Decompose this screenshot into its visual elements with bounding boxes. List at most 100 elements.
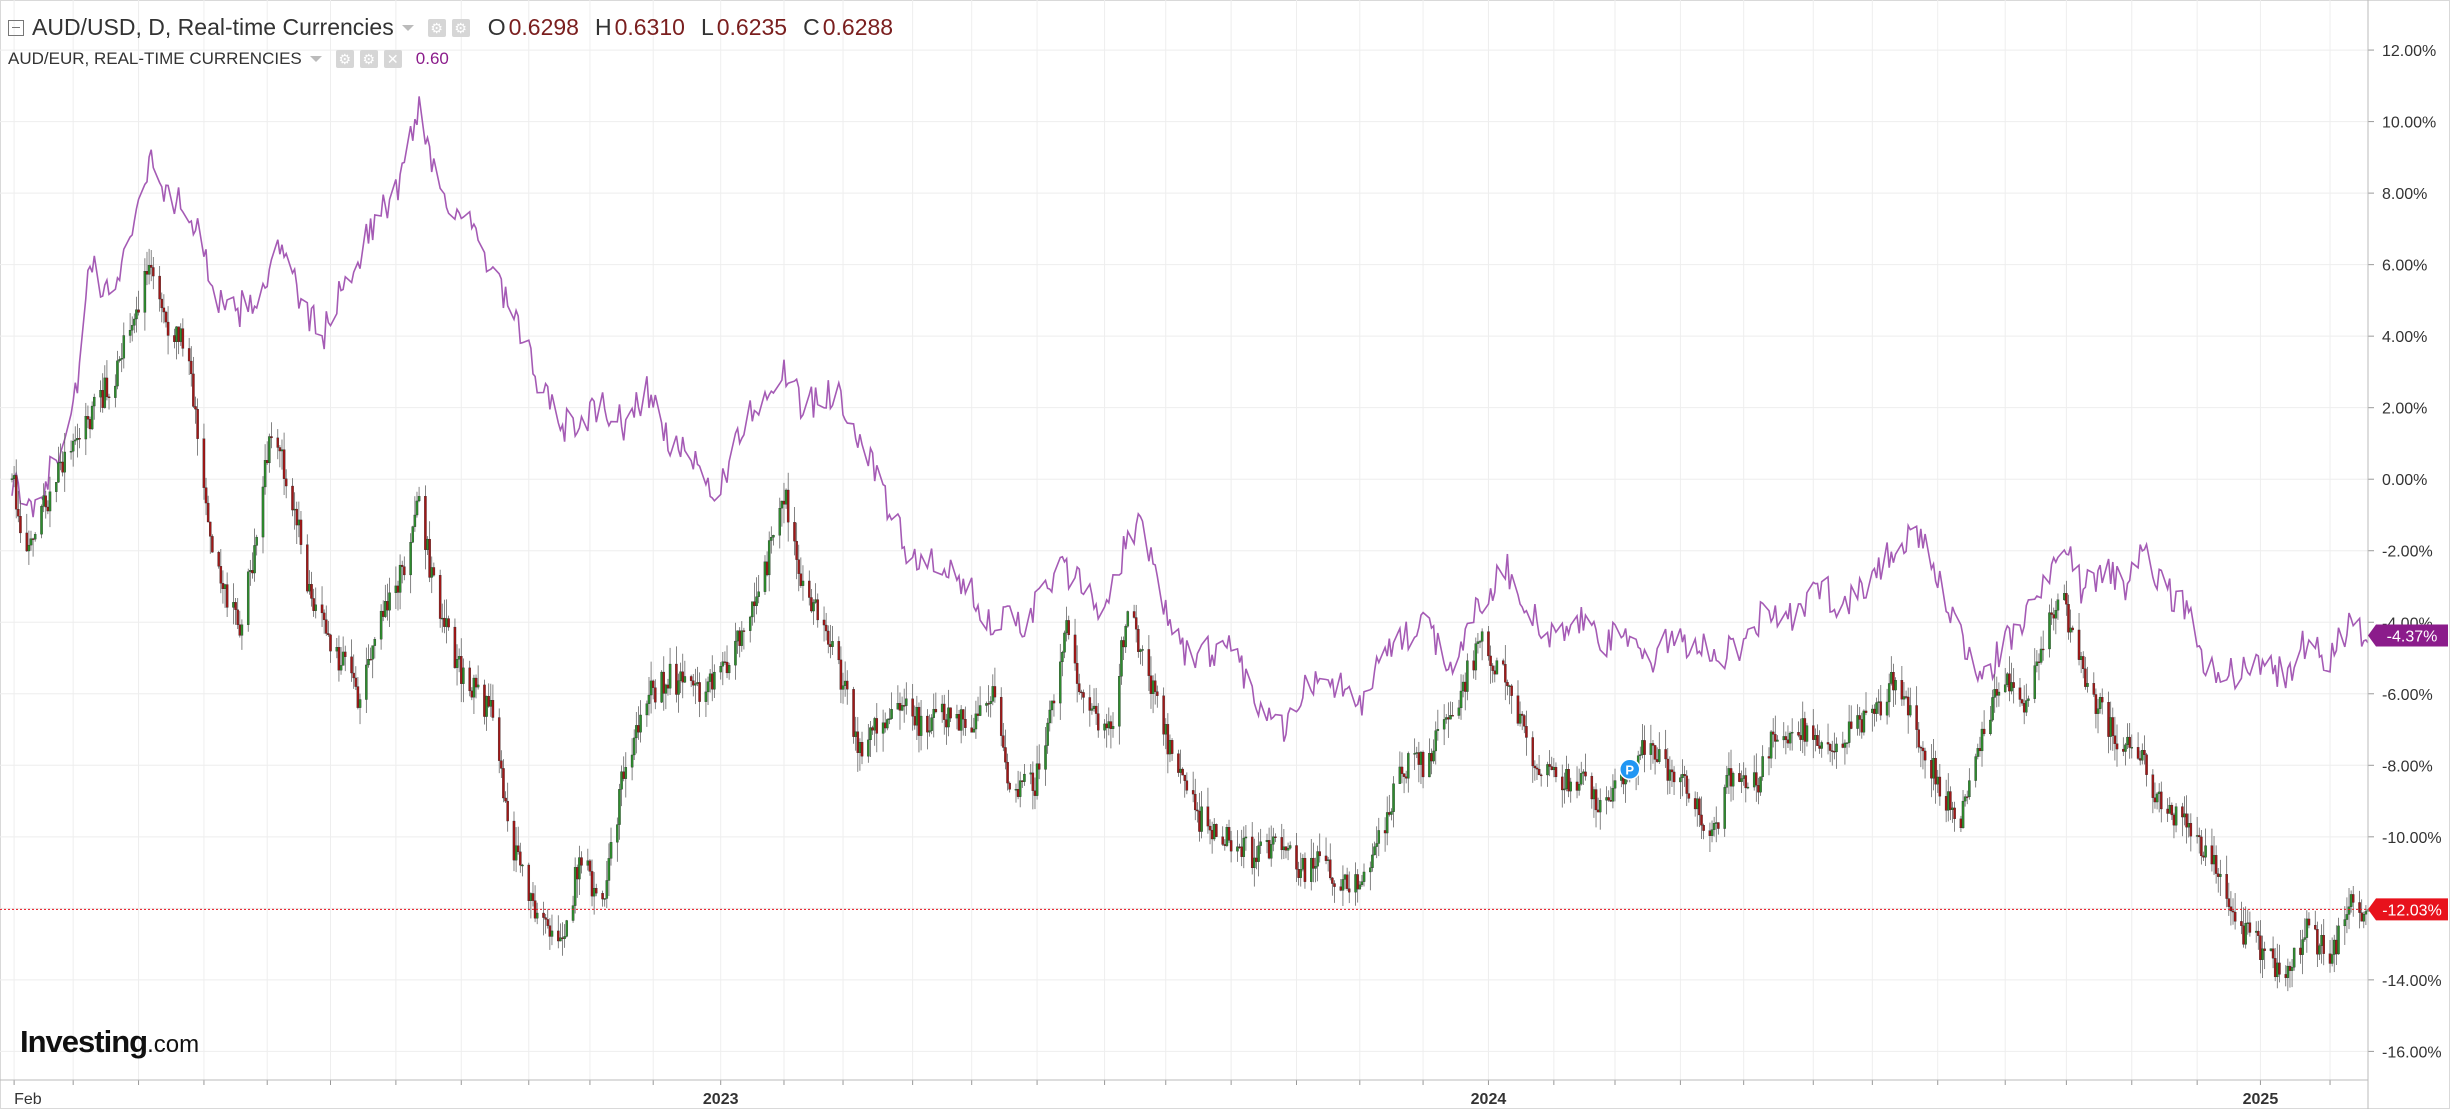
candle-body	[1179, 768, 1182, 773]
ohlc-open: O 0.6298	[487, 14, 579, 40]
candle-body	[1782, 736, 1785, 741]
candle-body	[223, 584, 227, 589]
candle-body	[284, 478, 288, 487]
candle-body	[2189, 823, 2193, 837]
candle-body	[1845, 742, 1849, 744]
candle-body	[692, 680, 695, 686]
candle-body	[1672, 771, 1676, 783]
settings-icon[interactable]: ⚙	[427, 18, 446, 37]
candle-body	[160, 298, 164, 309]
candle-body	[706, 681, 710, 693]
settings-icon[interactable]: ⚙	[335, 50, 354, 68]
candle-body	[1639, 754, 1642, 756]
close-icon[interactable]: ✕	[383, 50, 402, 68]
candle-body	[2364, 911, 2368, 915]
candle-body	[1191, 790, 1195, 795]
candle-body	[1894, 680, 1897, 691]
candle-body	[1668, 769, 1672, 781]
candle-body	[2153, 797, 2157, 803]
candle-body	[1284, 846, 1288, 851]
candle-body	[563, 936, 566, 939]
candle-body	[352, 672, 355, 679]
candle-body	[206, 502, 210, 523]
candle-body	[502, 768, 505, 799]
candle-body	[1318, 851, 1321, 857]
candle-body	[107, 396, 111, 399]
candle-body	[1934, 757, 1937, 785]
collapse-icon[interactable]	[8, 19, 24, 36]
candle-body	[369, 659, 372, 661]
candle-body	[2269, 948, 2273, 951]
candle-body	[1407, 753, 1410, 779]
candle-body	[1168, 740, 1172, 755]
candle-body	[2157, 791, 2161, 795]
candle-body	[544, 917, 547, 920]
candle-body	[573, 867, 577, 906]
candle-body	[1953, 807, 1956, 820]
candle-body	[379, 610, 383, 640]
candle-body	[341, 651, 345, 666]
candle-body	[793, 522, 796, 542]
marker-layer: P	[1619, 758, 1641, 781]
candle-body	[74, 439, 77, 442]
candle-body	[1873, 708, 1876, 714]
candle-body	[396, 585, 400, 593]
candle-body	[1092, 705, 1096, 709]
candle-body	[713, 671, 716, 690]
chevron-down-icon[interactable]	[401, 24, 414, 31]
chevron-down-icon[interactable]	[309, 56, 322, 62]
candle-body	[251, 570, 254, 574]
candle-body	[1887, 683, 1891, 703]
candle-body	[1124, 626, 1127, 648]
candle-body	[424, 496, 427, 550]
candle-body	[339, 665, 343, 671]
candle-body	[1390, 811, 1393, 815]
candle-body	[12, 475, 16, 479]
candle-body	[1288, 845, 1292, 849]
candle-body	[1995, 689, 1999, 696]
gear-icon[interactable]: ⚙	[359, 50, 378, 68]
candle-body	[2261, 948, 2264, 960]
candle-body	[1339, 886, 1343, 891]
candle-body	[1518, 713, 1522, 724]
candle-body	[1362, 871, 1366, 882]
candle-body	[1132, 611, 1136, 618]
candle-body	[1752, 772, 1756, 788]
candle-body	[976, 713, 980, 716]
candle-body	[1415, 752, 1418, 754]
candle-body	[1495, 660, 1499, 675]
candle-body	[1105, 723, 1108, 729]
candle-body	[1297, 869, 1300, 878]
candle-body	[1238, 846, 1241, 848]
candle-body	[2351, 894, 2355, 903]
candle-body	[293, 508, 296, 511]
candle-body	[93, 396, 96, 407]
candle-body	[1700, 814, 1703, 826]
candle-body	[512, 820, 516, 861]
candle-body	[278, 447, 282, 452]
candle-body	[17, 509, 20, 517]
candle-body	[1831, 750, 1834, 752]
y-tick-label: -14.00%	[2382, 973, 2442, 990]
candle-body	[1436, 729, 1440, 731]
candle-body	[1126, 611, 1130, 627]
candle-body	[1774, 734, 1777, 742]
candle-body	[1137, 629, 1140, 652]
candle-body	[548, 925, 552, 937]
gear-icon[interactable]: ⚙	[451, 18, 470, 37]
candle-body	[1624, 779, 1627, 785]
candle-body	[559, 937, 562, 942]
candle-body	[546, 919, 549, 926]
candle-body	[1295, 845, 1298, 870]
candle-body	[2126, 736, 2129, 746]
candle-body	[900, 705, 904, 711]
candle-body	[1510, 685, 1513, 696]
candle-body	[1611, 788, 1615, 802]
candle-body	[1048, 709, 1051, 724]
candle-body	[2322, 935, 2325, 954]
candle-body	[147, 264, 151, 275]
candle-body	[1563, 788, 1566, 791]
candle-body	[1063, 632, 1066, 653]
candle-body	[2172, 814, 2176, 826]
